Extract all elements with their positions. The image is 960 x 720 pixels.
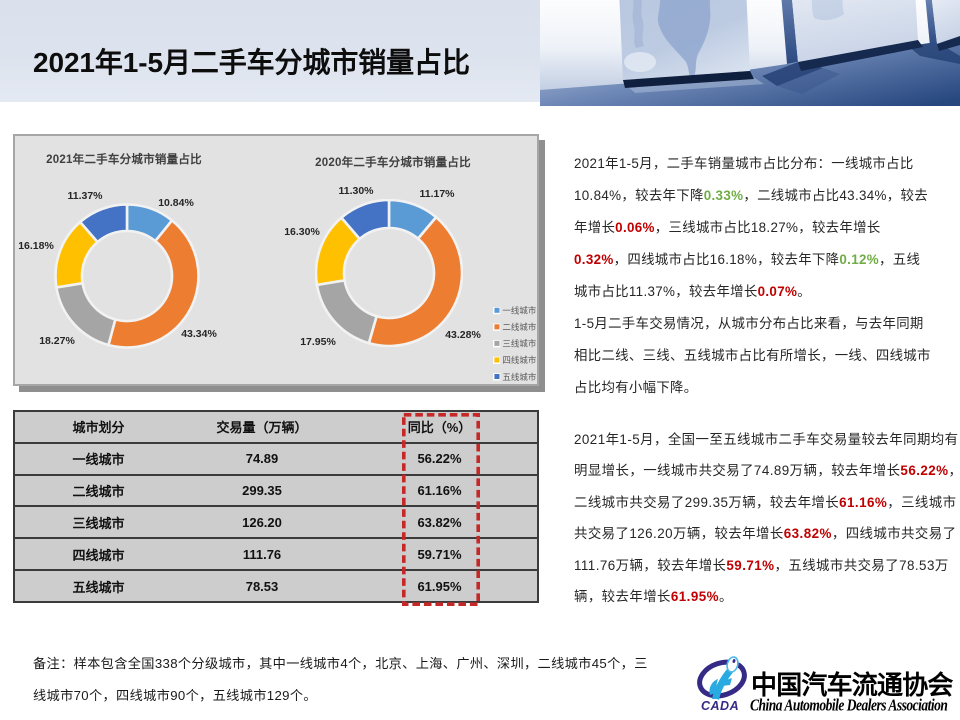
svg-text:CADA: CADA (701, 699, 739, 712)
